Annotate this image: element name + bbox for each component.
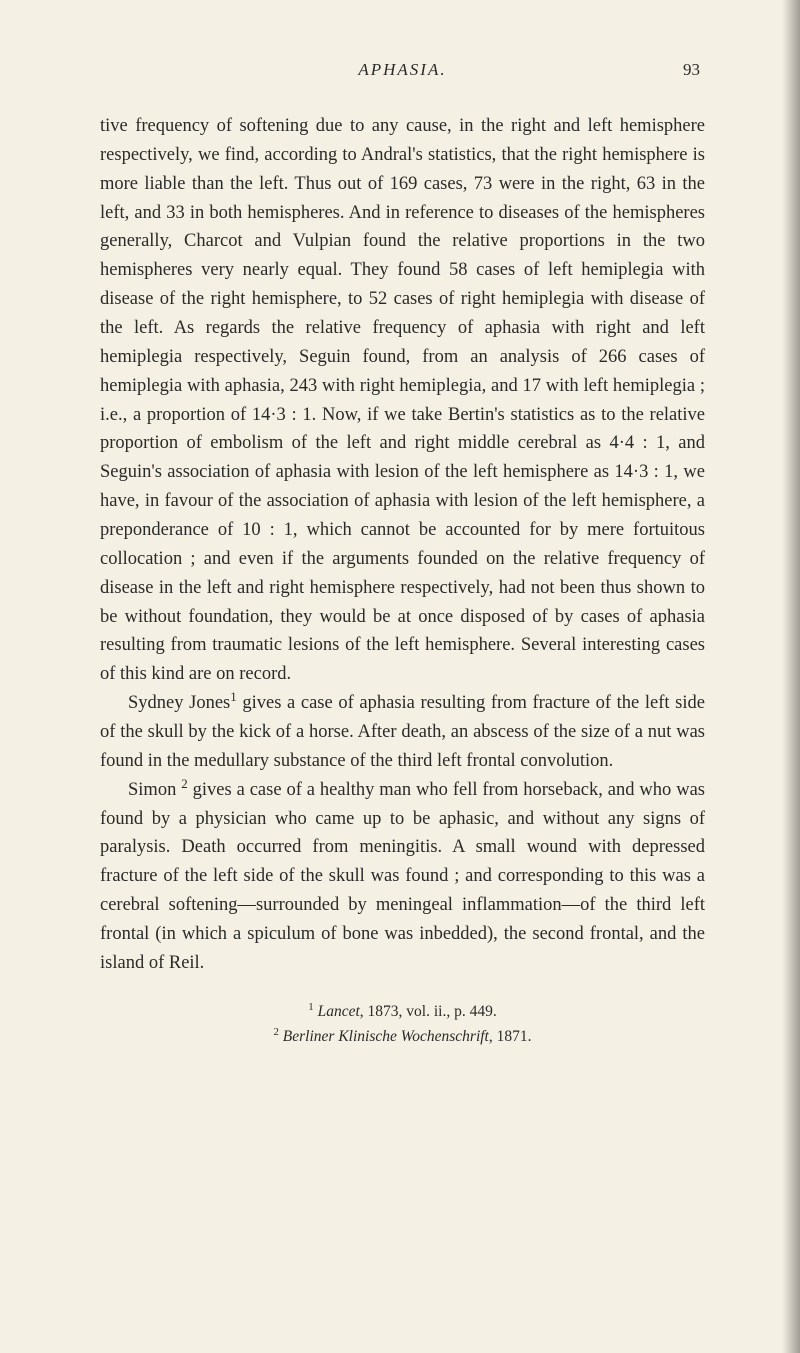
footnote-2-source: Berliner Klinische Wochenschrift [283, 1028, 489, 1045]
footnote-1-rest: , 1873, vol. ii., p. 449. [360, 1003, 497, 1020]
paragraph-3: Simon 2 gives a case of a healthy man wh… [100, 776, 705, 978]
footnote-2-marker: 2 [274, 1026, 279, 1038]
page-title: APHASIA. [104, 60, 701, 80]
p3-pre: Simon [128, 780, 181, 800]
page-edge-shadow [782, 0, 800, 1353]
paragraph-2: Sydney Jones1 gives a case of aphasia re… [100, 689, 705, 776]
footnote-1-source: Lancet [318, 1003, 360, 1020]
footnote-2-rest: , 1871. [489, 1028, 532, 1045]
footnote-1-marker: 1 [308, 1001, 313, 1013]
p2-pre: Sydney Jones [128, 693, 230, 713]
page-number: 93 [683, 60, 700, 80]
footnote-2: 2 Berliner Klinische Wochenschrift, 1871… [100, 1025, 705, 1048]
footnotes: 1 Lancet, 1873, vol. ii., p. 449. 2 Berl… [100, 1000, 705, 1049]
paragraph-1: tive frequency of softening due to any c… [100, 112, 705, 689]
p3-post: gives a case of a healthy man who fell f… [100, 780, 705, 973]
footnote-1: 1 Lancet, 1873, vol. ii., p. 449. [100, 1000, 705, 1023]
page-header: APHASIA. 93 [100, 60, 705, 80]
body-content: tive frequency of softening due to any c… [100, 112, 705, 978]
